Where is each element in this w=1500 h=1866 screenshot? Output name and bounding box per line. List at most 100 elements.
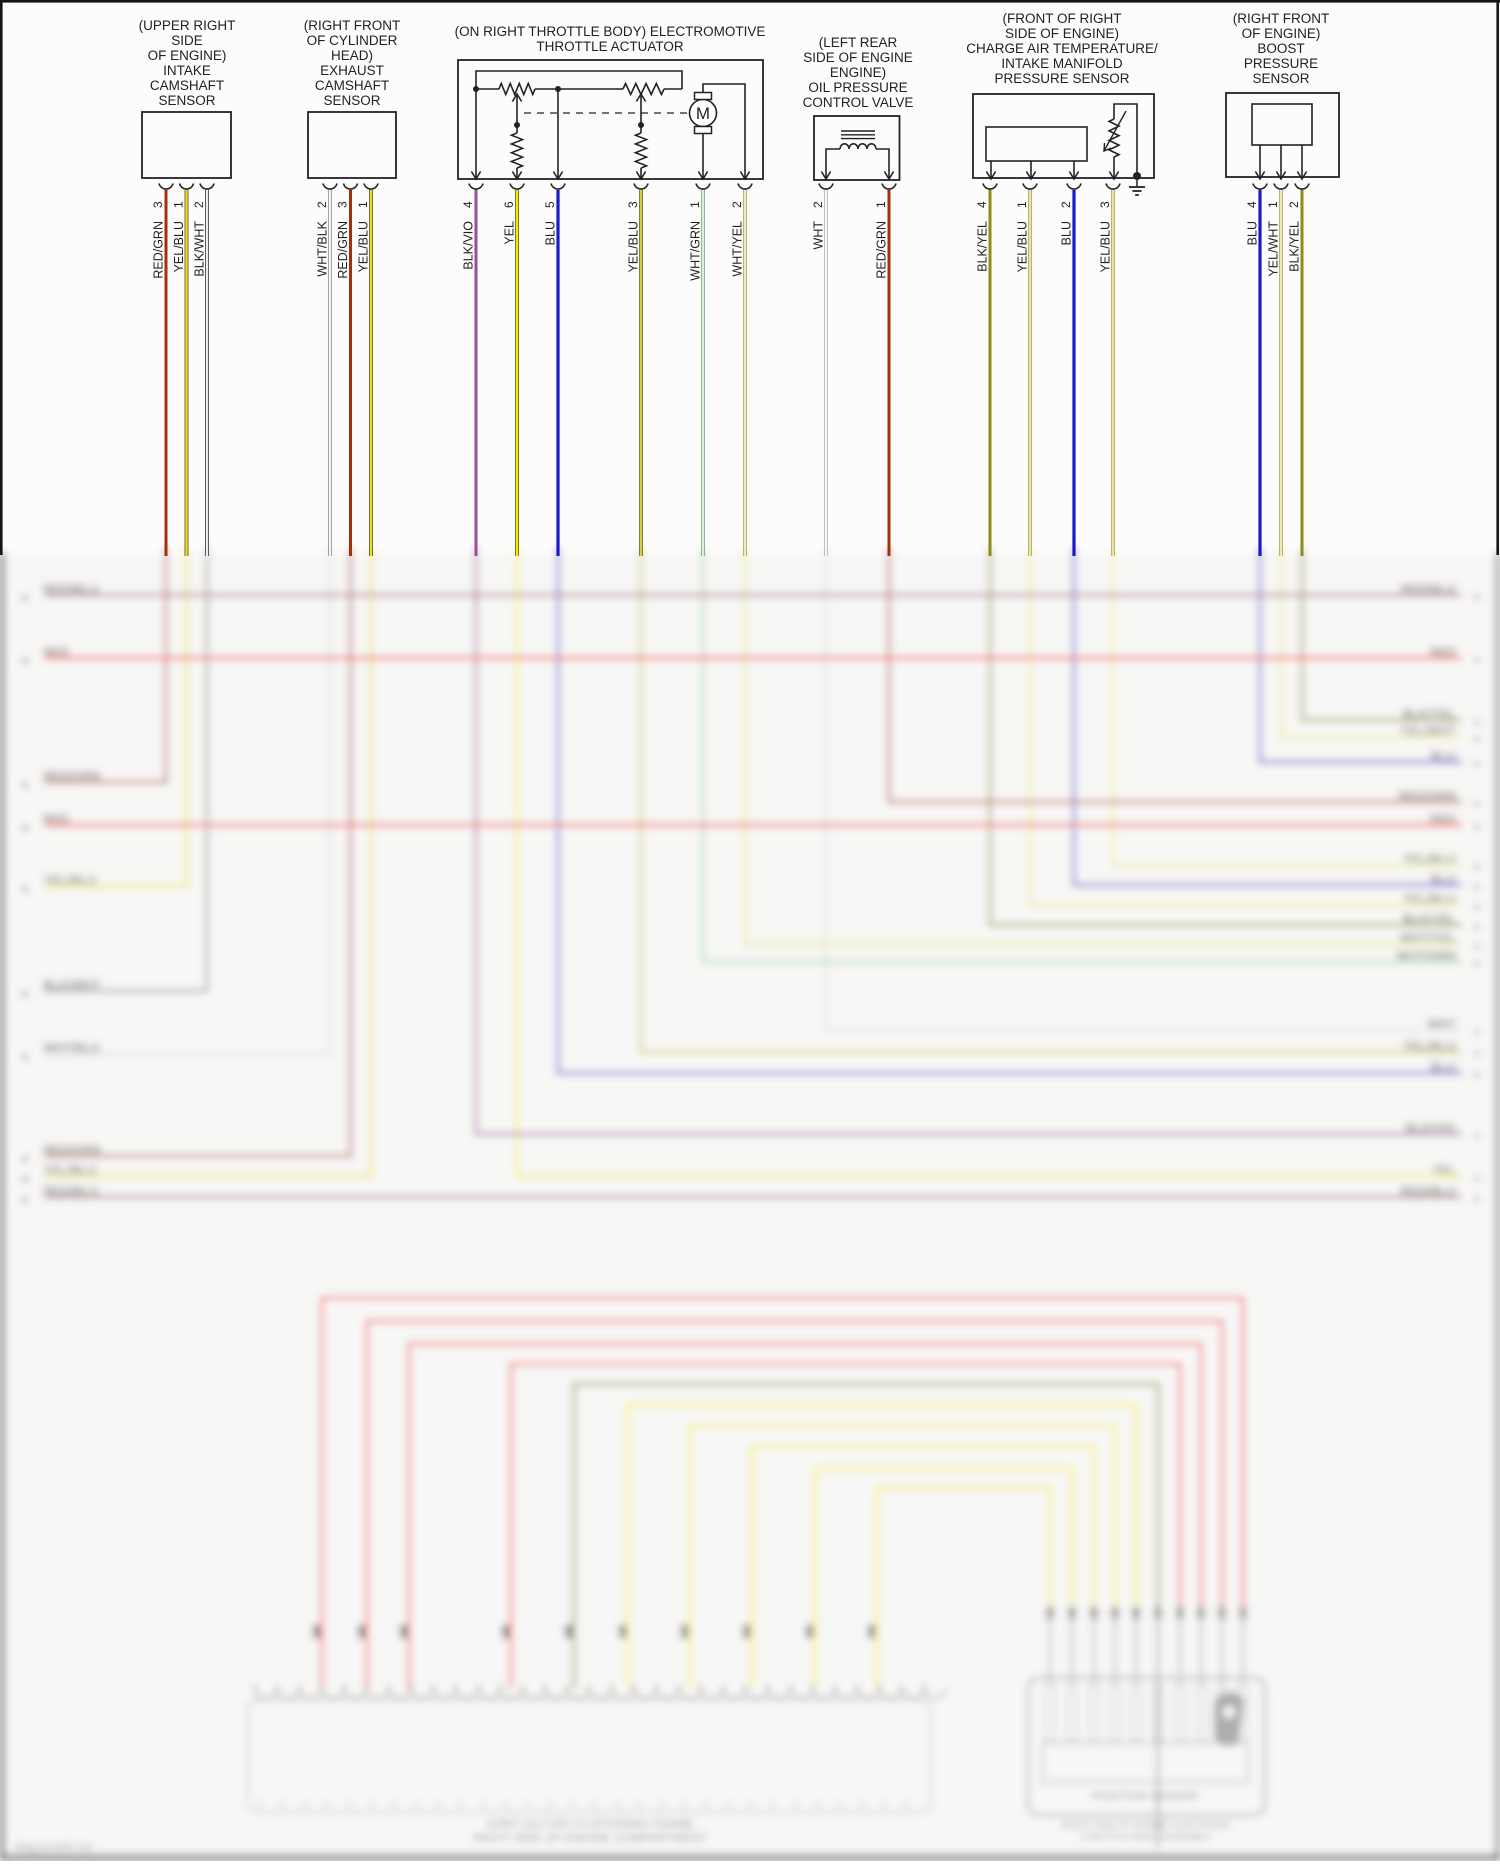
svg-text:1: 1 <box>874 201 888 208</box>
svg-text:INTAKE: INTAKE <box>163 63 211 78</box>
svg-text:3: 3 <box>336 201 350 208</box>
svg-text:1: 1 <box>688 201 702 208</box>
svg-text:YEL/BLU: YEL/BLU <box>1403 852 1456 866</box>
svg-text:RED/BLU: RED/BLU <box>43 582 99 596</box>
svg-text:YEL/BLU: YEL/BLU <box>43 873 96 887</box>
svg-text:RIGHT SIDE OF ENGINE COMPARTME: RIGHT SIDE OF ENGINE COMPARTMENT <box>473 1831 708 1845</box>
svg-text:RED: RED <box>43 812 69 826</box>
svg-text:INTAKE MANIFOLD: INTAKE MANIFOLD <box>1001 56 1123 71</box>
svg-text:2: 2 <box>192 201 206 208</box>
svg-text:YEL/WHT: YEL/WHT <box>1267 221 1281 277</box>
svg-text:BLK/VIO: BLK/VIO <box>1405 1121 1456 1135</box>
svg-text:(UPPER RIGHT: (UPPER RIGHT <box>139 18 236 33</box>
svg-text:OIL PRESSURE: OIL PRESSURE <box>808 80 907 95</box>
svg-text:M: M <box>696 104 710 123</box>
svg-text:RED/GRN: RED/GRN <box>336 221 350 279</box>
svg-text:(LEFT REAR: (LEFT REAR <box>819 35 898 50</box>
svg-text:BLU: BLU <box>1430 749 1456 763</box>
svg-text:1: 1 <box>356 201 370 208</box>
svg-text:RED/GRN: RED/GRN <box>1398 789 1456 803</box>
svg-text:SENSOR: SENSOR <box>1252 71 1309 86</box>
svg-text:CONTROL VALVE: CONTROL VALVE <box>803 95 914 110</box>
svg-text:YEL/BLU: YEL/BLU <box>43 1163 96 1177</box>
svg-text:CAMSHAFT: CAMSHAFT <box>150 78 224 93</box>
svg-text:4: 4 <box>975 201 989 208</box>
svg-text:SIDE OF ENGINE): SIDE OF ENGINE) <box>1005 26 1119 41</box>
svg-text:2: 2 <box>730 201 744 208</box>
svg-text:3: 3 <box>1098 201 1112 208</box>
svg-text:3: 3 <box>626 201 640 208</box>
svg-text:RED: RED <box>1430 645 1456 659</box>
svg-text:PRESSURE SENSOR: PRESSURE SENSOR <box>994 71 1129 86</box>
svg-text:diagramweb.net: diagramweb.net <box>14 1841 92 1853</box>
svg-text:RED/GRN: RED/GRN <box>43 769 101 783</box>
svg-text:WHT/GRN: WHT/GRN <box>689 221 703 281</box>
svg-text:THROTTLE BODY ASSEMBLY: THROTTLE BODY ASSEMBLY <box>1080 1832 1213 1843</box>
svg-text:OF ENGINE): OF ENGINE) <box>148 48 227 63</box>
svg-text:BLK/YEL: BLK/YEL <box>1288 221 1302 272</box>
svg-text:HEAD): HEAD) <box>331 48 373 63</box>
svg-text:(RIGHT SIDE OF ENGINE) ELECTRO: (RIGHT SIDE OF ENGINE) ELECTRONIC <box>1061 1820 1231 1830</box>
svg-text:WHT/YEL: WHT/YEL <box>1400 931 1457 945</box>
svg-text:RED: RED <box>1430 812 1456 826</box>
svg-text:WHT/BLK: WHT/BLK <box>316 220 330 276</box>
svg-text:(FRONT OF RIGHT: (FRONT OF RIGHT <box>1003 11 1122 26</box>
svg-text:RED: RED <box>43 645 69 659</box>
svg-text:EXHAUST: EXHAUST <box>320 63 384 78</box>
svg-text:YEL/BLU: YEL/BLU <box>627 221 641 272</box>
svg-text:YEL: YEL <box>503 221 517 245</box>
svg-text:BOOST: BOOST <box>1257 41 1304 56</box>
svg-text:BLK/WHT: BLK/WHT <box>43 978 101 992</box>
svg-text:YEL/BLU: YEL/BLU <box>1099 221 1113 272</box>
svg-text:RED/GRN: RED/GRN <box>152 221 166 279</box>
svg-text:OF ENGINE): OF ENGINE) <box>1242 26 1321 41</box>
svg-text:SENSOR: SENSOR <box>158 93 215 108</box>
svg-text:BLU: BLU <box>1430 872 1456 886</box>
svg-text:RED/BLU: RED/BLU <box>1400 1184 1456 1198</box>
svg-text:WHT/YEL: WHT/YEL <box>731 221 745 277</box>
svg-text:1: 1 <box>172 201 186 208</box>
svg-text:2: 2 <box>811 201 825 208</box>
svg-text:BLU: BLU <box>1430 1060 1456 1074</box>
svg-text:YEL: YEL <box>1432 1163 1457 1177</box>
svg-text:OF CYLINDER: OF CYLINDER <box>307 33 398 48</box>
svg-text:2: 2 <box>1059 201 1073 208</box>
svg-text:2: 2 <box>1287 201 1301 208</box>
svg-text:JOINT (A) FOR CLUSTERING FRAME: JOINT (A) FOR CLUSTERING FRAME <box>486 1817 694 1831</box>
svg-text:WHT: WHT <box>1428 1017 1457 1031</box>
svg-text:YEL/BLU: YEL/BLU <box>357 221 371 272</box>
svg-text:1: 1 <box>1015 201 1029 208</box>
svg-text:2: 2 <box>315 201 329 208</box>
svg-text:BLK/WHT: BLK/WHT <box>193 221 207 277</box>
svg-text:6: 6 <box>502 201 516 208</box>
svg-text:RED/GRN: RED/GRN <box>43 1143 101 1157</box>
svg-text:(ON RIGHT THROTTLE BODY) ELECT: (ON RIGHT THROTTLE BODY) ELECTROMOTIVE <box>455 24 766 39</box>
svg-text:BLU: BLU <box>1246 221 1260 245</box>
svg-text:ENGINE): ENGINE) <box>830 65 886 80</box>
svg-text:SIDE OF ENGINE: SIDE OF ENGINE <box>803 50 913 65</box>
svg-text:5: 5 <box>543 201 557 208</box>
svg-text:4: 4 <box>461 201 475 208</box>
svg-text:YEL/BLU: YEL/BLU <box>1403 892 1456 906</box>
svg-text:4: 4 <box>1245 201 1259 208</box>
svg-text:WHT: WHT <box>812 221 826 250</box>
svg-text:BLK/VIO: BLK/VIO <box>462 221 476 270</box>
svg-text:WHT/BLK: WHT/BLK <box>43 1041 101 1055</box>
svg-text:BLK/YEL: BLK/YEL <box>1403 707 1457 721</box>
svg-text:CAMSHAFT: CAMSHAFT <box>315 78 389 93</box>
svg-text:POSITION SENSOR: POSITION SENSOR <box>1092 1791 1199 1803</box>
svg-text:YEL/WHT: YEL/WHT <box>1400 724 1457 738</box>
svg-text:BLK/YEL: BLK/YEL <box>976 221 990 272</box>
svg-text:(RIGHT FRONT: (RIGHT FRONT <box>1233 11 1330 26</box>
svg-text:RED/BLU: RED/BLU <box>1400 582 1456 596</box>
svg-text:THROTTLE ACTUATOR: THROTTLE ACTUATOR <box>536 39 684 54</box>
svg-text:PRESSURE: PRESSURE <box>1244 56 1318 71</box>
svg-text:YEL/BLU: YEL/BLU <box>1016 221 1030 272</box>
svg-text:RED/GRN: RED/GRN <box>875 221 889 279</box>
svg-text:BLU: BLU <box>1060 221 1074 245</box>
svg-text:BLU: BLU <box>544 221 558 245</box>
svg-text:SENSOR: SENSOR <box>323 93 380 108</box>
svg-text:(RIGHT FRONT: (RIGHT FRONT <box>304 18 401 33</box>
svg-text:1: 1 <box>1266 201 1280 208</box>
svg-text:YEL/BLU: YEL/BLU <box>172 221 186 272</box>
